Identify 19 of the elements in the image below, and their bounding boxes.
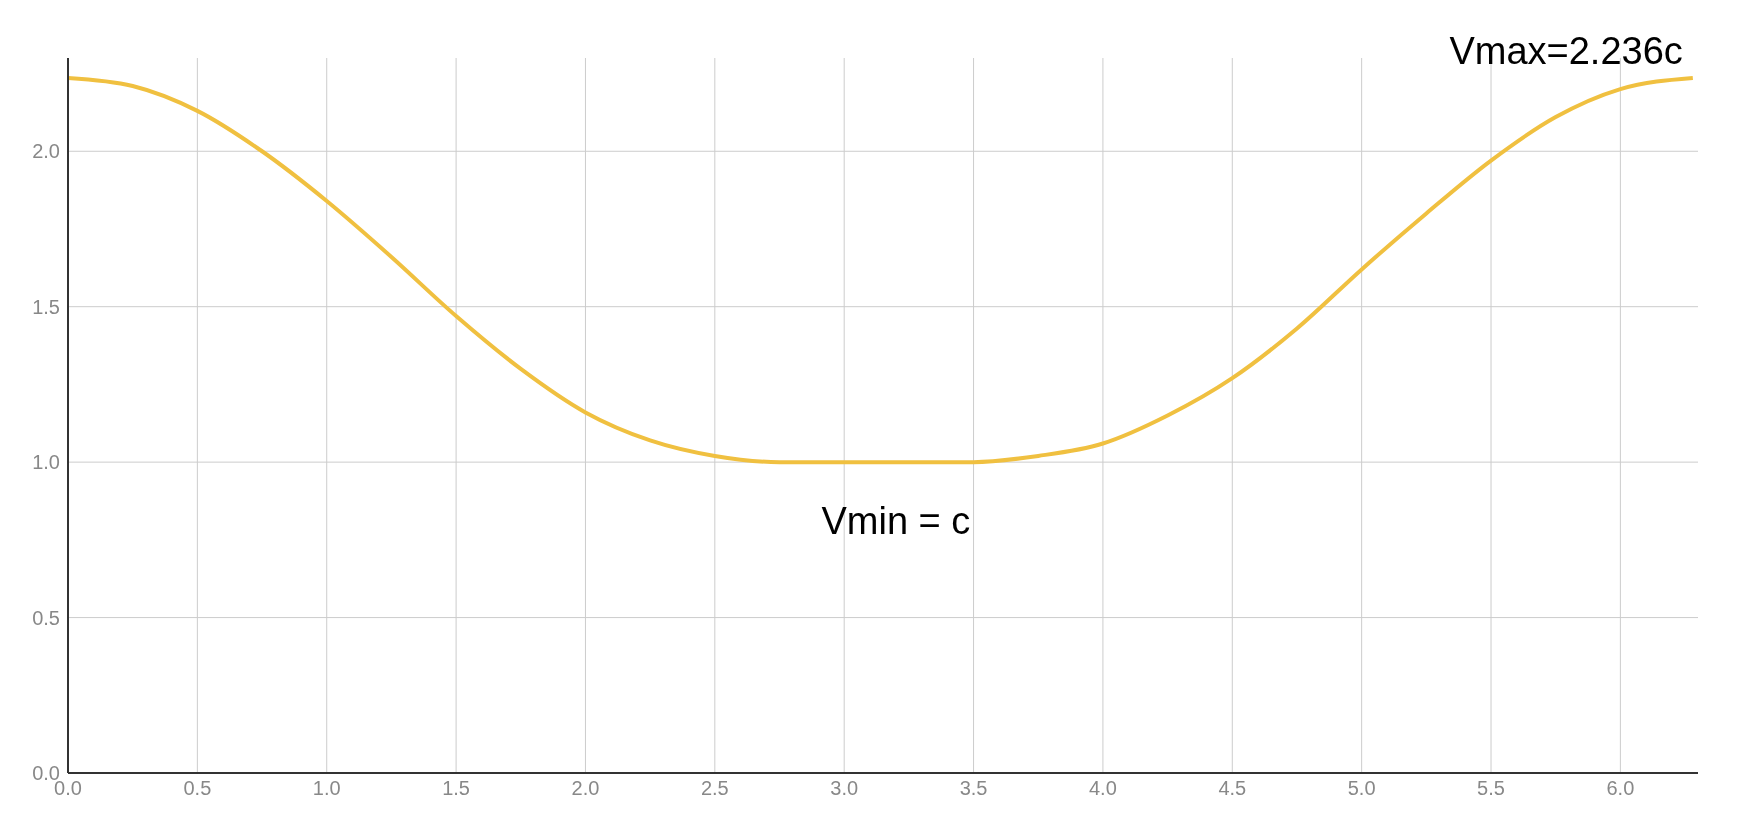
y-tick-label: 0.5 (32, 606, 60, 629)
x-tick-label: 2.0 (571, 777, 600, 800)
x-tick-label: 4.0 (1089, 777, 1117, 800)
annotation: Vmin = c (821, 500, 971, 543)
x-tick-label: 4.5 (1218, 777, 1247, 800)
x-tick-label: 0.5 (183, 777, 212, 800)
y-tick-label: 1.5 (32, 295, 60, 318)
x-tick-label: 3.5 (959, 777, 988, 800)
line-series (68, 75, 1695, 465)
x-tick-label: 2.5 (700, 777, 729, 800)
x-tick-label: 5.0 (1347, 777, 1376, 800)
x-tick-label: 1.5 (442, 777, 470, 800)
annotation: Vmax=2.236c (1449, 29, 1683, 72)
x-tick-label: 5.5 (1477, 777, 1505, 800)
y-tick-label: 1.0 (32, 451, 60, 474)
x-tick-label: 1.0 (312, 777, 341, 800)
x-tick-label: 6.0 (1606, 777, 1635, 800)
x-tick-label: 3.0 (830, 777, 859, 800)
y-tick-label: 2.0 (32, 140, 60, 163)
